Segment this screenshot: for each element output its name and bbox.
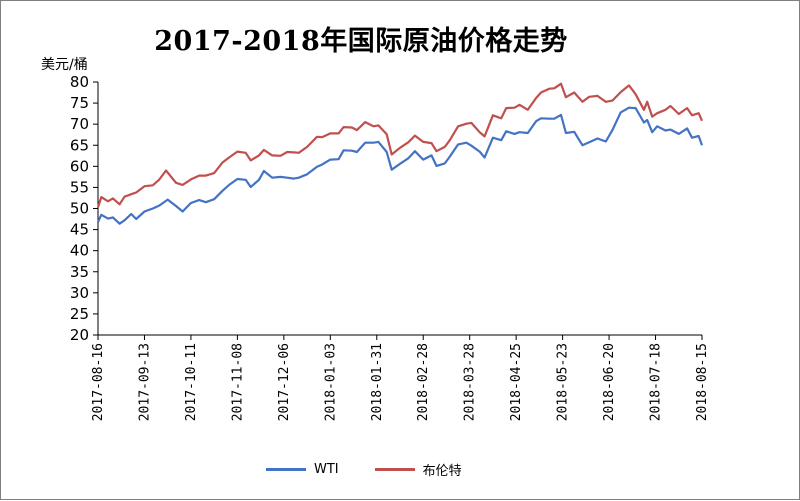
y-tick-label: 55 — [70, 178, 89, 196]
y-tick-label: 75 — [70, 94, 89, 112]
y-tick-label: 40 — [70, 242, 89, 260]
y-tick-label: 25 — [70, 305, 89, 323]
legend-item-wti: WTI — [266, 462, 339, 477]
x-tick-label: 2017-09-13 — [137, 343, 152, 421]
series-lines — [96, 82, 704, 225]
chart-title: 2017-2018年国际原油价格走势 — [154, 26, 568, 57]
y-ticks: 20 25 30 35 40 45 50 55 60 65 70 75 80 — [70, 73, 98, 344]
x-tick-label: 2017-12-06 — [277, 343, 292, 421]
y-tick-label: 80 — [70, 73, 89, 91]
axes — [97, 82, 702, 336]
y-tick-label: 65 — [70, 136, 89, 154]
series-line-wti — [97, 106, 704, 225]
legend-swatch-brent — [374, 467, 415, 471]
series-line-brent — [96, 82, 704, 208]
x-tick-label: 2018-01-31 — [370, 343, 385, 421]
legend-label-wti: WTI — [314, 461, 339, 477]
y-tick-label: 30 — [70, 284, 89, 302]
x-tick-label: 2017-11-08 — [230, 343, 245, 421]
x-tick-label: 2017-10-11 — [184, 343, 199, 421]
y-tick-label: 20 — [70, 326, 89, 344]
x-tick-label: 2018-05-23 — [556, 343, 571, 421]
x-tick-label: 2018-02-28 — [416, 343, 431, 421]
legend-label-brent: 布伦特 — [422, 463, 462, 479]
x-tick-label: 2018-01-03 — [323, 343, 338, 421]
y-tick-label: 50 — [70, 200, 89, 218]
x-tick-label: 2018-06-20 — [602, 343, 617, 421]
legend: WTI 布伦特 — [266, 459, 498, 479]
y-tick-label: 60 — [70, 157, 89, 175]
y-tick-label: 45 — [70, 221, 89, 239]
legend-swatch-wti — [266, 467, 306, 471]
y-tick-label: 35 — [70, 263, 89, 281]
x-tick-label: 2018-07-18 — [649, 343, 664, 421]
legend-item-brent: 布伦特 — [374, 460, 462, 479]
x-tick-label: 2017-08-16 — [91, 343, 106, 421]
x-tick-label: 2018-03-28 — [463, 343, 478, 421]
x-ticks: 2017-08-16 2017-09-13 2017-10-11 2017-11-08… — [91, 335, 710, 421]
x-tick-label: 2018-08-15 — [695, 343, 710, 421]
x-tick-label: 2018-04-25 — [509, 343, 524, 421]
y-axis-unit-label: 美元/桶 — [41, 57, 88, 73]
y-tick-label: 70 — [70, 115, 89, 133]
